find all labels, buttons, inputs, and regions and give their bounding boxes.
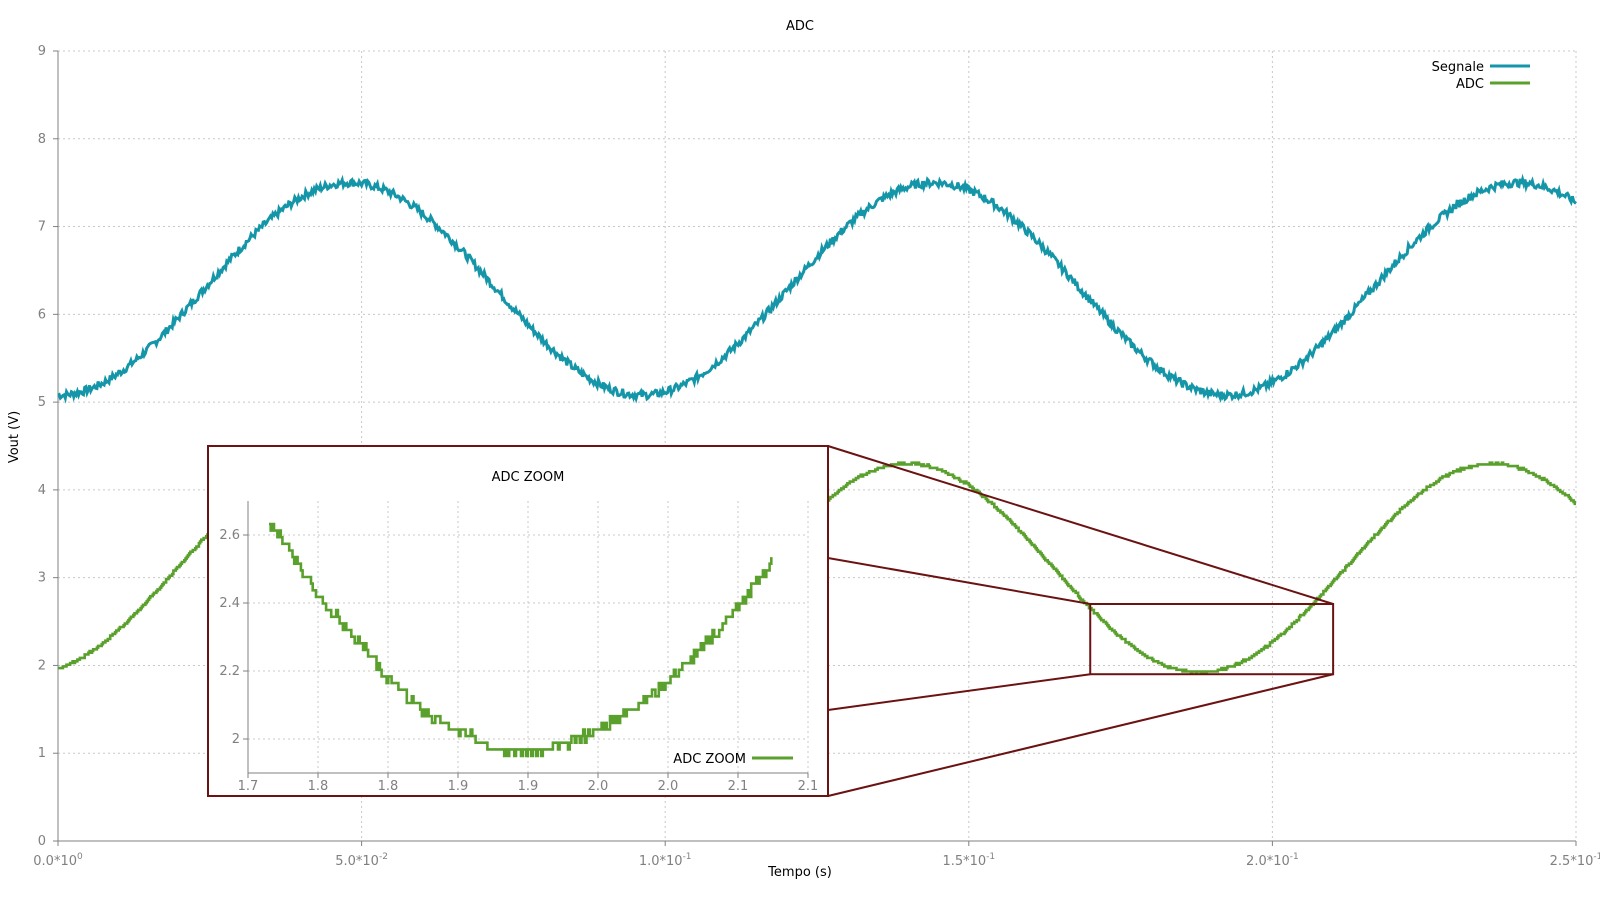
inset-x-tick-label: 1.9: [518, 779, 539, 794]
inset-x-tick-label: 2.1: [798, 779, 819, 794]
y-tick-label: 2: [38, 658, 46, 673]
series-line-segnale: [57, 173, 1577, 404]
zoom-connector-inner-top: [827, 557, 1091, 605]
zoom-connector-top: [827, 445, 1334, 605]
inset-frame: [207, 445, 829, 797]
legend-label-segnale: Segnale: [1432, 60, 1484, 75]
inset-title: ADC ZOOM: [492, 470, 565, 485]
main-grid: [58, 50, 1577, 841]
legend-label-adc: ADC: [1456, 77, 1484, 92]
inset-x-tick-label: 1.7: [238, 779, 259, 794]
inset-x-tick-label: 1.8: [378, 779, 399, 794]
zoom-connector-inner-bottom: [827, 673, 1091, 711]
x-tick-label: 2.0*10-1: [1246, 852, 1299, 869]
y-tick-label: 4: [38, 483, 46, 498]
x-tick-label: 1.0*10-1: [639, 852, 692, 869]
y-tick-label: 5: [38, 395, 46, 410]
main-legend: Segnale ADC: [1432, 60, 1530, 92]
inset-series: [269, 522, 773, 758]
inset-y-tick-label: 2.6: [219, 528, 240, 543]
inset-x-tick-label: 2.0: [658, 779, 679, 794]
inset-axes: 2 2.2 2.4 2.6 1.7 1.8 1.8 1.9 1.9 2.0 2.0 2.1 2.1: [219, 501, 818, 794]
inset-x-tick-label: 2.1: [728, 779, 749, 794]
inset-y-tick-label: 2.4: [219, 596, 240, 611]
zoom-connector-bottom: [827, 673, 1334, 797]
y-tick-label: 0: [38, 834, 46, 849]
inset-x-tick-label: 1.9: [448, 779, 469, 794]
x-tick-label: 1.5*10-1: [942, 852, 995, 869]
y-tick-label: 7: [38, 220, 46, 235]
y-tick-label: 9: [38, 44, 46, 59]
x-tick-label: 5.0*10-2: [335, 852, 388, 869]
y-tick-label: 8: [38, 132, 46, 147]
x-tick-label: 0.0*100: [33, 852, 83, 869]
inset-y-tick-label: 2: [232, 732, 240, 747]
inset-grid: [248, 501, 809, 773]
main-axes: 0 1 2 3 4 5 6 7 8 9 0.0*100 5.0*10-2 1.0*10-1 1.5*10-…: [33, 44, 1600, 869]
x-axis-label: Tempo (s): [767, 865, 832, 880]
zoom-connectors: [827, 445, 1335, 797]
x-tick-label: 2.5*10-1: [1550, 852, 1600, 869]
inset-series-line-adc-zoom: [269, 522, 773, 758]
inset-x-tick-label: 1.8: [308, 779, 329, 794]
inset-legend-label: ADC ZOOM: [673, 752, 746, 767]
chart-title: ADC: [786, 19, 814, 34]
inset-y-tick-label: 2.2: [219, 664, 240, 679]
y-tick-label: 1: [38, 746, 46, 761]
zoom-inset: 2 2.2 2.4 2.6 1.7 1.8 1.8 1.9 1.9 2.0 2.0 2.1 2.1 AD…: [207, 445, 829, 797]
y-tick-label: 6: [38, 307, 46, 322]
inset-x-tick-label: 2.0: [588, 779, 609, 794]
y-axis-label: Vout (V): [7, 411, 22, 463]
zoom-region-box: [1089, 603, 1335, 676]
y-tick-label: 3: [38, 571, 46, 586]
